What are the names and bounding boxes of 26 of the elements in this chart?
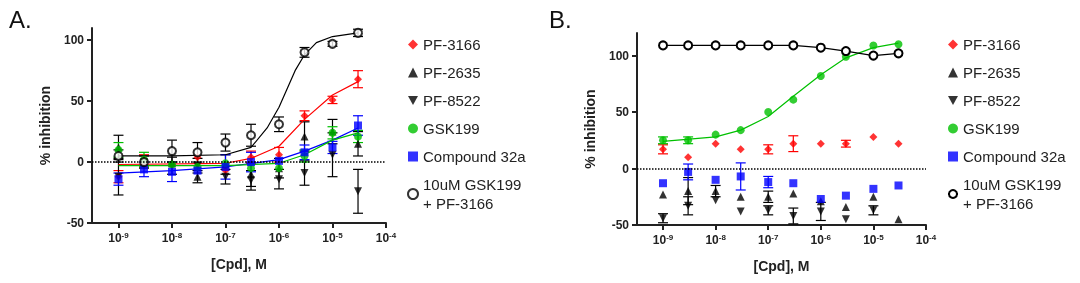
y-tick-label: 0 bbox=[77, 155, 85, 170]
y-axis-title: % inhibition bbox=[582, 89, 598, 169]
chart-title: B. bbox=[549, 5, 572, 33]
chart-title: A. bbox=[9, 5, 32, 33]
y-tick-label: 100 bbox=[63, 33, 85, 48]
x-axis-title: [Cpd], M bbox=[753, 258, 810, 274]
legend-label: GSK199 bbox=[423, 120, 480, 137]
legend-label: PF-3166 bbox=[423, 36, 481, 53]
legend-label: PF-8522 bbox=[963, 92, 1021, 109]
x-axis-title: [Cpd], M bbox=[211, 256, 267, 272]
y-tick-label: 0 bbox=[622, 161, 630, 176]
legend-label: 10uM GSK199 + PF-3166 bbox=[963, 176, 1062, 212]
legend-label: PF-2635 bbox=[423, 64, 481, 81]
legend-label: PF-8522 bbox=[423, 92, 481, 109]
y-axis-title: % inhibition bbox=[37, 85, 53, 166]
y-tick-label: -50 bbox=[611, 218, 630, 232]
y-tick-label: 50 bbox=[70, 94, 85, 109]
y-tick-label: 50 bbox=[615, 105, 630, 120]
legend-label: GSK199 bbox=[963, 120, 1020, 137]
legend-label: 10uM GSK199 + PF-3166 bbox=[423, 176, 522, 212]
y-tick-label: 100 bbox=[608, 48, 630, 63]
legend-label: PF-3166 bbox=[963, 36, 1021, 53]
y-tick-label: -50 bbox=[66, 216, 85, 230]
legend-label: Compound 32a bbox=[423, 148, 527, 165]
legend-label: Compound 32a bbox=[963, 148, 1067, 165]
legend-label: PF-2635 bbox=[963, 64, 1021, 81]
